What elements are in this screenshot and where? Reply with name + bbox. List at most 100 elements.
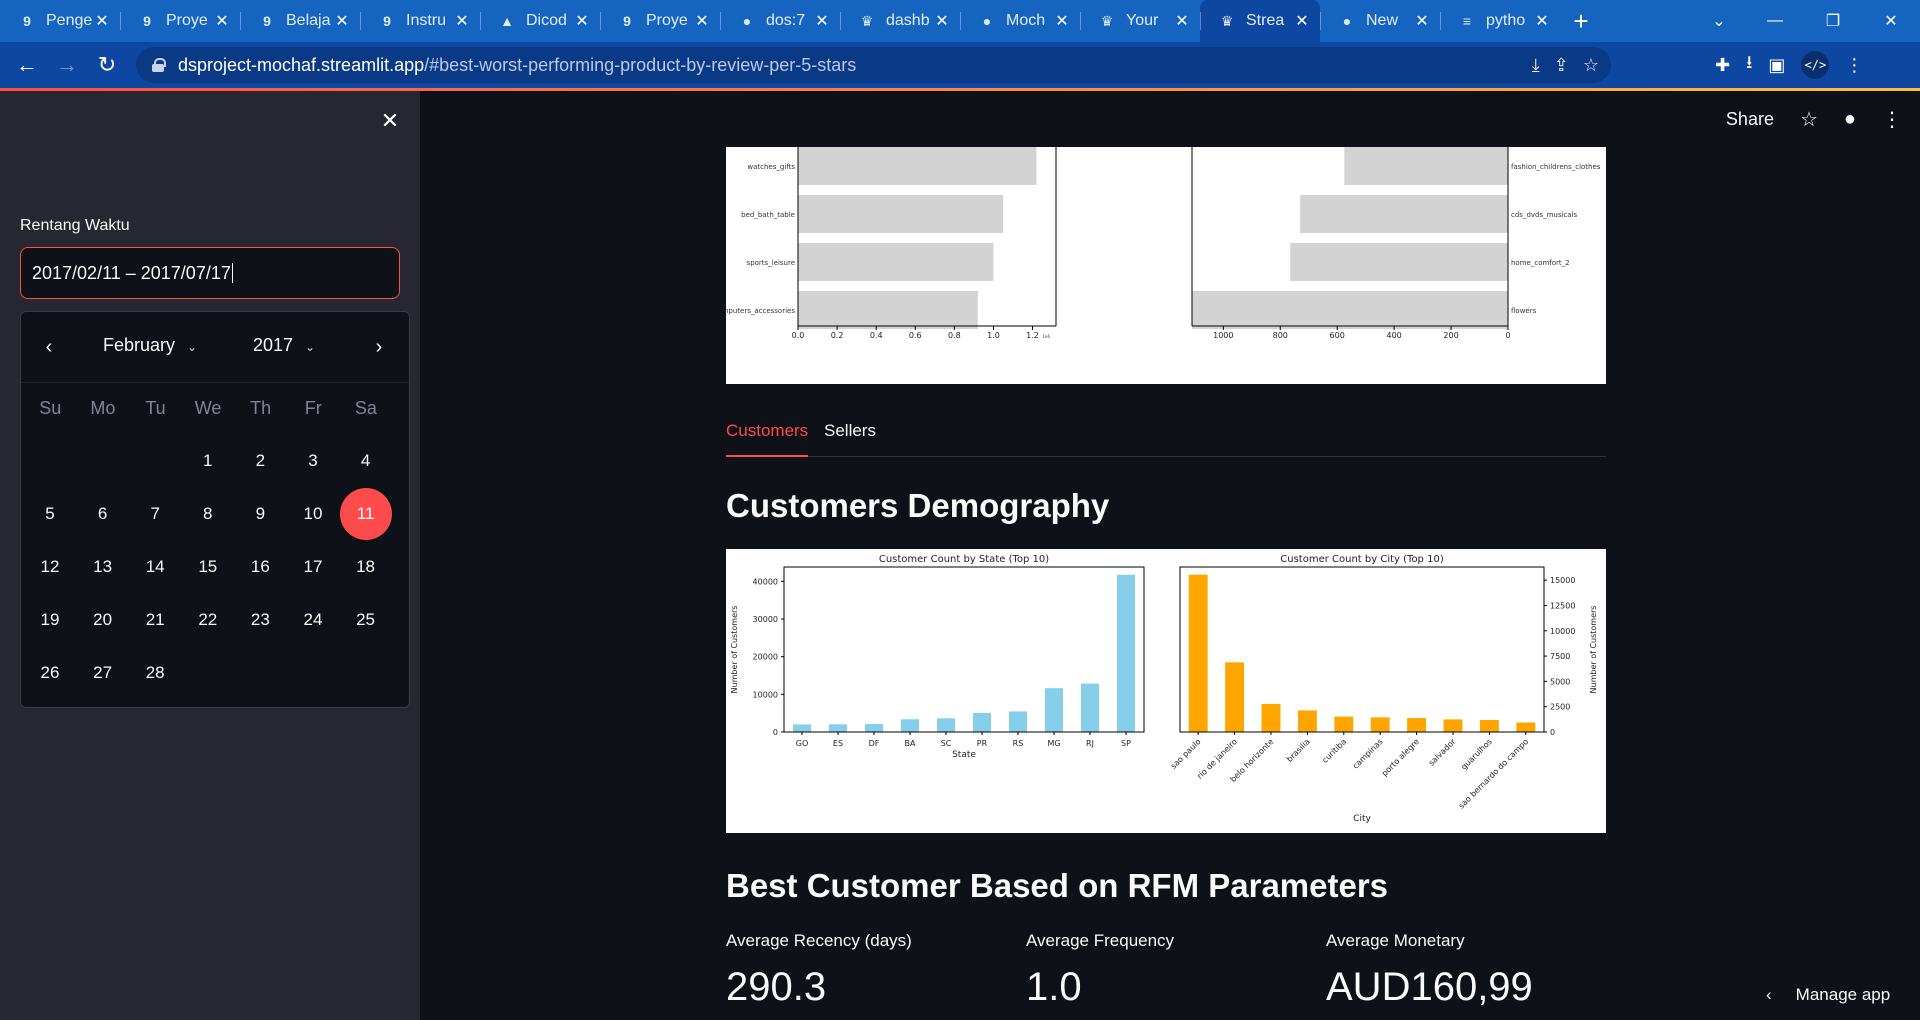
browser-tab[interactable]: 9 Proye ✕ (120, 0, 240, 42)
forward-icon[interactable]: → (56, 52, 78, 77)
close-tab-icon[interactable]: ✕ (1295, 13, 1309, 30)
calendar-day[interactable]: 6 (97, 504, 108, 523)
month-select[interactable]: February ⌄ (103, 335, 197, 356)
close-sidebar-icon[interactable]: ✕ (380, 108, 400, 133)
calendar-day[interactable]: 9 (255, 504, 266, 523)
side-panel-icon[interactable]: ▣ (1768, 54, 1786, 75)
calendar-day[interactable]: 5 (45, 504, 55, 523)
browser-tab[interactable]: ▲ Dicod ✕ (480, 0, 600, 42)
app-menu-icon[interactable]: ⋮ (1882, 109, 1902, 131)
close-tab-icon[interactable]: ✕ (1175, 13, 1189, 30)
x-tick-label: 800 (1273, 331, 1288, 340)
manage-app-button[interactable]: ‹ Manage app (1766, 985, 1890, 1005)
dev-extension-icon[interactable]: </> (1801, 51, 1830, 79)
favorite-star-icon[interactable]: ☆ (1799, 109, 1818, 131)
browser-tab[interactable]: 9 Instru ✕ (360, 0, 480, 42)
close-tab-icon[interactable]: ✕ (1415, 13, 1429, 30)
calendar-day[interactable]: 28 (145, 663, 165, 682)
calendar-day[interactable]: 25 (356, 610, 376, 629)
calendar-day[interactable]: 23 (250, 610, 270, 629)
github-icon[interactable]: ● (1843, 108, 1856, 130)
lock-icon[interactable] (152, 58, 166, 72)
x-tick-label: RS (1013, 739, 1024, 748)
prev-month-icon[interactable]: ‹ (45, 336, 53, 358)
browser-tab-strip: 9 Penge ✕ 9 Proye ✕ 9 Belaja ✕ 9 Instru ✕ ▲ Dicod ✕ 9 Pr… (0, 0, 1920, 42)
browser-tab[interactable]: ♛ dashb ✕ (840, 0, 960, 42)
date-range-input[interactable]: 2017/02/11 – 2017/07/17 (20, 247, 400, 299)
calendar-day[interactable]: 21 (145, 610, 165, 629)
chrome-icon: ● (1342, 13, 1352, 29)
browser-tab[interactable]: ♛ Your ✕ (1080, 0, 1200, 42)
browser-tab[interactable]: ≡ pytho ✕ (1440, 0, 1560, 42)
url-field[interactable]: dsproject-mochaf.streamlit.app/#best-wor… (136, 47, 1611, 83)
date-picker-calendar: ‹ February ⌄ 2017 ⌄ › Su Mo Tu We Th Fr Sa 1 2 3 4 5 6… (20, 311, 410, 708)
browser-tab[interactable]: ● New ✕ (1320, 0, 1440, 42)
calendar-day[interactable]: 13 (93, 557, 113, 576)
install-app-icon[interactable]: ⤓ (1531, 54, 1540, 75)
close-window-icon[interactable]: ✕ (1884, 13, 1898, 30)
browser-tab[interactable]: ● dos:7 ✕ (720, 0, 840, 42)
next-month-icon[interactable]: › (375, 336, 383, 358)
x-tick-label: curitiba (1320, 737, 1348, 765)
close-tab-icon[interactable]: ✕ (215, 13, 229, 30)
close-tab-icon[interactable]: ✕ (1535, 13, 1549, 30)
calendar-day[interactable]: 1 (203, 451, 213, 470)
new-tab-button[interactable]: + (1573, 5, 1589, 36)
calendar-day[interactable]: 17 (303, 557, 323, 576)
share-button[interactable]: Share (1725, 109, 1774, 129)
close-tab-icon[interactable]: ✕ (575, 13, 589, 30)
calendar-day[interactable]: 16 (250, 557, 270, 576)
calendar-day[interactable]: 26 (40, 663, 60, 682)
drive-icon: ▲ (500, 13, 514, 29)
calendar-day[interactable]: 10 (303, 504, 323, 523)
bookmark-star-icon[interactable]: ☆ (1582, 54, 1599, 75)
close-tab-icon[interactable]: ✕ (815, 13, 829, 30)
calendar-day[interactable]: 24 (303, 610, 323, 629)
x-tick-label: sao paulo (1169, 737, 1203, 771)
browser-tab[interactable]: 9 Belaja ✕ (240, 0, 360, 42)
calendar-day[interactable]: 19 (40, 610, 60, 629)
calendar-day[interactable]: 2 (255, 451, 266, 470)
extensions-icon[interactable]: ✚ (1715, 54, 1731, 75)
restore-icon[interactable]: ❐ (1825, 13, 1841, 30)
browser-tab[interactable]: 9 Penge ✕ (0, 0, 120, 42)
calendar-day[interactable]: 7 (150, 504, 160, 523)
browser-tab[interactable]: ♛ Strea ✕ (1200, 0, 1320, 42)
bar (1334, 716, 1354, 732)
weekday-header: Su (39, 398, 62, 418)
minimize-icon[interactable]: — (1767, 12, 1783, 29)
close-tab-icon[interactable]: ✕ (335, 13, 349, 30)
g-icon: 9 (23, 13, 31, 29)
back-icon[interactable]: ← (16, 52, 38, 77)
browser-menu-icon[interactable]: ⋮ (1845, 54, 1864, 75)
calendar-day[interactable]: 20 (93, 610, 113, 629)
bar (1290, 243, 1508, 281)
calendar-day-selected[interactable]: 11 (339, 488, 392, 540)
y-tick-label: 40000 (753, 577, 778, 586)
downloads-icon[interactable]: ⭳ (1746, 52, 1753, 72)
close-tab-icon[interactable]: ✕ (935, 13, 949, 30)
tab-customers[interactable]: Customers (726, 421, 809, 457)
close-tab-icon[interactable]: ✕ (95, 13, 109, 30)
reload-icon[interactable]: ↻ (97, 52, 117, 77)
calendar-day[interactable]: 12 (40, 557, 60, 576)
calendar-day[interactable]: 14 (145, 557, 165, 576)
tab-search-icon[interactable]: ⌄ (1712, 13, 1726, 30)
browser-tab[interactable]: 9 Proye ✕ (600, 0, 720, 42)
calendar-day[interactable]: 27 (93, 663, 113, 682)
browser-tab[interactable]: ● Moch ✕ (960, 0, 1080, 42)
share-page-icon[interactable]: ⇪ (1553, 54, 1569, 75)
calendar-day[interactable]: 18 (356, 557, 376, 576)
close-tab-icon[interactable]: ✕ (695, 13, 709, 30)
close-tab-icon[interactable]: ✕ (1055, 13, 1069, 30)
weekday-header: Mo (90, 398, 116, 418)
calendar-day[interactable]: 4 (360, 451, 371, 470)
calendar-day[interactable]: 15 (198, 557, 218, 576)
x-tick-label: PR (977, 739, 988, 748)
close-tab-icon[interactable]: ✕ (455, 13, 469, 30)
year-select[interactable]: 2017 ⌄ (253, 335, 315, 356)
calendar-day[interactable]: 22 (198, 610, 218, 629)
calendar-day[interactable]: 8 (203, 504, 213, 523)
tab-sellers[interactable]: Sellers (824, 421, 876, 440)
calendar-day[interactable]: 3 (308, 451, 318, 470)
